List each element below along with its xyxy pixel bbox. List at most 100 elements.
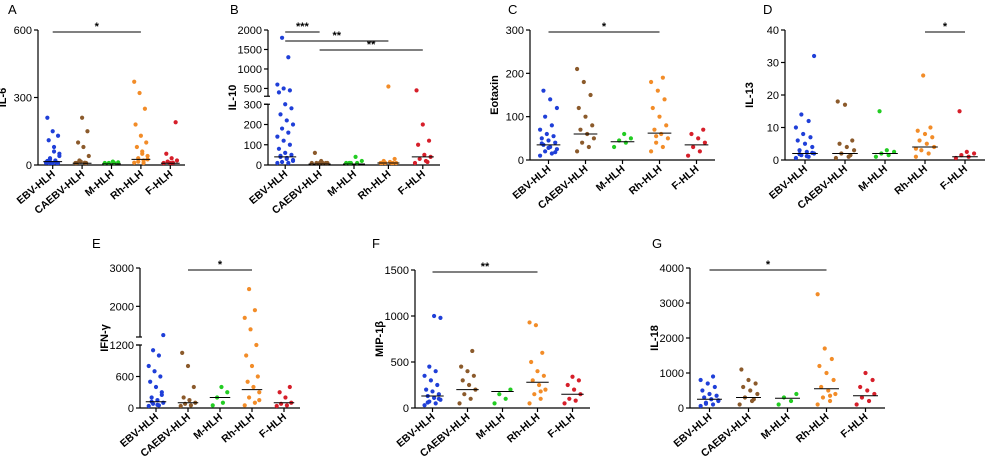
data-point: [567, 396, 572, 401]
data-point: [431, 313, 437, 319]
data-point: [286, 130, 291, 135]
data-point: [654, 140, 659, 145]
data-point: [859, 395, 865, 400]
data-point: [546, 138, 551, 143]
y-tick-label: 0: [773, 155, 779, 167]
data-point: [654, 134, 659, 139]
data-point: [178, 403, 183, 409]
data-point: [153, 384, 159, 390]
data-point: [924, 141, 929, 146]
data-point: [710, 374, 716, 379]
data-point: [926, 151, 931, 156]
data-point: [132, 79, 137, 84]
data-point: [460, 378, 465, 383]
data-point: [576, 378, 581, 383]
y-tick-label: 4000: [660, 263, 684, 275]
data-point: [819, 384, 824, 390]
data-point: [957, 109, 962, 114]
y-tick-label: 1000: [660, 368, 684, 380]
data-point: [180, 350, 185, 355]
data-point: [287, 88, 292, 93]
data-point: [169, 156, 174, 161]
data-point: [833, 391, 838, 397]
data-point: [290, 157, 296, 163]
y-tick-label: 1000: [385, 311, 409, 323]
data-point: [529, 359, 534, 365]
data-point: [289, 106, 294, 111]
data-point: [286, 160, 291, 166]
data-point: [884, 148, 889, 153]
x-tick-label: M-HLH: [759, 411, 793, 442]
data-point: [412, 160, 418, 166]
data-point: [134, 144, 139, 150]
data-point: [535, 369, 540, 374]
data-point: [46, 138, 51, 143]
data-point: [281, 138, 286, 143]
data-point: [533, 323, 539, 328]
data-point: [964, 149, 969, 154]
data-point: [133, 122, 138, 127]
data-point: [913, 154, 919, 159]
data-point: [146, 403, 151, 409]
data-point: [570, 374, 575, 379]
data-point: [45, 115, 50, 120]
data-point: [921, 73, 926, 78]
data-point: [833, 155, 839, 161]
data-point: [835, 99, 840, 104]
data-point: [275, 82, 280, 87]
significance-label: ***: [296, 21, 310, 33]
data-point: [173, 120, 178, 125]
data-point: [527, 320, 532, 325]
significance-label: **: [367, 39, 376, 51]
y-tick-label: 0: [518, 155, 524, 167]
data-point: [820, 395, 826, 400]
data-point: [586, 144, 591, 150]
data-point: [543, 149, 548, 154]
data-point: [755, 391, 760, 397]
data-point: [284, 118, 289, 123]
x-tick-label: F-HLH: [938, 163, 970, 192]
data-point: [623, 140, 628, 145]
data-point: [427, 364, 432, 369]
x-tick-label: Rh-HLH: [794, 411, 832, 445]
data-point: [703, 401, 709, 406]
data-point: [827, 393, 833, 398]
x-tick-label: M-HLH: [856, 163, 890, 194]
data-point: [468, 396, 473, 401]
data-point: [255, 374, 260, 379]
y-tick-label: 300: [506, 25, 524, 37]
significance-label: *: [766, 259, 771, 271]
y-tick-label: 1200: [110, 340, 134, 352]
y-tick-label: 600: [14, 25, 32, 37]
data-point: [590, 123, 595, 128]
data-point: [45, 158, 50, 164]
y-tick-label: 100: [506, 112, 524, 124]
data-point: [797, 152, 802, 157]
data-point: [78, 159, 83, 164]
data-point: [851, 148, 857, 153]
data-point: [538, 389, 543, 394]
y-tick-label: 200: [244, 120, 262, 132]
data-point: [283, 102, 288, 107]
data-point: [554, 105, 560, 111]
data-point: [574, 66, 580, 72]
data-point: [497, 392, 502, 397]
data-point: [257, 390, 262, 395]
x-tick-label: F-HLH: [670, 163, 702, 192]
y-axis-label: IFN-γ: [99, 323, 111, 351]
data-point: [546, 145, 551, 150]
data-point: [527, 401, 532, 406]
data-point: [810, 150, 815, 155]
data-point: [152, 369, 157, 374]
data-point: [116, 160, 121, 165]
x-tick-label: Rh-HLH: [627, 163, 665, 197]
data-point: [537, 127, 543, 132]
data-point: [150, 348, 156, 353]
data-point: [252, 308, 258, 313]
significance-label: **: [481, 261, 490, 273]
data-point: [106, 160, 111, 166]
data-point: [648, 79, 654, 85]
y-tick-label: 600: [116, 372, 134, 384]
data-point: [428, 378, 434, 383]
